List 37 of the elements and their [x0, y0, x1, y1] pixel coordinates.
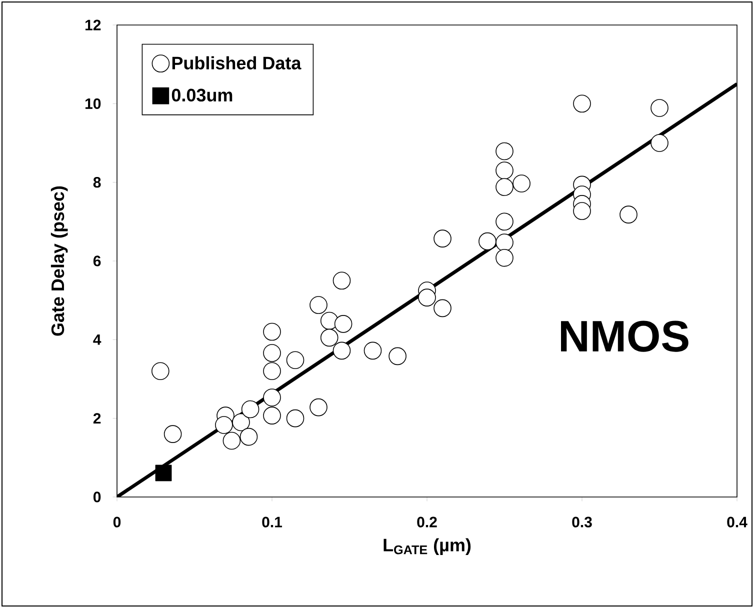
- x-axis-title: L$_{GATE}$ (µm): [384, 538, 471, 556]
- y-tick-label: 4: [93, 334, 102, 345]
- point: [215, 416, 233, 434]
- point: [364, 342, 382, 360]
- point: [418, 288, 436, 306]
- y-tick-label: 10: [85, 98, 101, 109]
- x-tick-label: 0: [113, 516, 121, 528]
- point: [434, 299, 452, 318]
- y-tick-label: 8: [93, 177, 101, 188]
- point: [164, 425, 182, 443]
- annotation: NMOS: [561, 320, 688, 352]
- x-tick-label: 0.1: [262, 516, 282, 528]
- point: [388, 347, 406, 366]
- y-tick-label: 6: [93, 256, 101, 266]
- x-tick-label: 0.3: [572, 516, 592, 528]
- point: [496, 234, 514, 252]
- point: [478, 232, 496, 250]
- point: [650, 134, 668, 152]
- legend-label: 0.03um: [172, 88, 232, 102]
- y-tick-label: 2: [93, 413, 101, 424]
- point: [240, 428, 258, 446]
- point: [334, 315, 352, 333]
- point: [232, 413, 250, 432]
- y-tick-label: 0: [93, 492, 101, 502]
- point: [263, 388, 281, 406]
- x-tick-label: 0.4: [727, 516, 748, 528]
- x-tick-label: 0.2: [417, 516, 437, 528]
- y-axis-title: Gate Delay (psec): [50, 186, 68, 336]
- point: [573, 202, 591, 220]
- point: [155, 464, 172, 482]
- point: [241, 400, 260, 418]
- point: [496, 248, 514, 267]
- point: [332, 342, 351, 360]
- point: [310, 398, 328, 416]
- point: [286, 409, 304, 428]
- y-tick-label: 12: [85, 20, 101, 30]
- legend-label: Published Data: [172, 56, 302, 70]
